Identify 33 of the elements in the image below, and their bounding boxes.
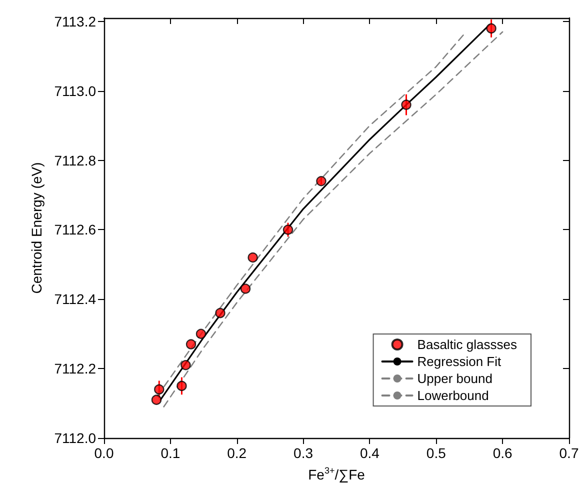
x-tick-label: 0.1 — [160, 445, 180, 461]
point — [248, 252, 258, 263]
point — [151, 394, 162, 405]
x-tick-label: 0.0 — [94, 445, 114, 461]
y-tick-label: 7112.0 — [54, 430, 96, 446]
legend-label: Lowerbound — [417, 388, 489, 403]
legend-label: Upper bound — [417, 371, 492, 386]
point — [176, 380, 187, 392]
y-tick-label: 7112.6 — [54, 222, 96, 238]
point — [282, 224, 294, 235]
x-tick-label: 0.6 — [492, 445, 513, 461]
point — [316, 176, 326, 186]
point — [186, 339, 196, 350]
point — [486, 23, 496, 34]
point — [240, 284, 251, 294]
y-axis-title: Centroid Energy (eV) — [28, 162, 44, 294]
point — [401, 100, 412, 110]
point — [215, 308, 226, 318]
y-tick-label: 7112.8 — [54, 152, 96, 168]
x-tick-label: 0.7 — [559, 445, 579, 461]
x-tick-label: 0.4 — [360, 445, 380, 461]
x-tick-label: 0.5 — [426, 445, 446, 461]
y-tick-label: 7113.2 — [54, 13, 96, 30]
point — [196, 328, 206, 339]
y-tick-label: 7112.4 — [54, 291, 96, 308]
legend-label: Basaltic glassses — [417, 337, 518, 352]
y-tick-label: 7113.0 — [54, 82, 96, 99]
point — [180, 360, 191, 370]
x-tick-label: 0.3 — [294, 445, 314, 461]
y-tick-label: 7112.2 — [54, 360, 96, 377]
x-tick-label: 0.2 — [227, 445, 247, 461]
legend-label: Regression Fit — [417, 354, 502, 369]
point — [154, 384, 164, 394]
